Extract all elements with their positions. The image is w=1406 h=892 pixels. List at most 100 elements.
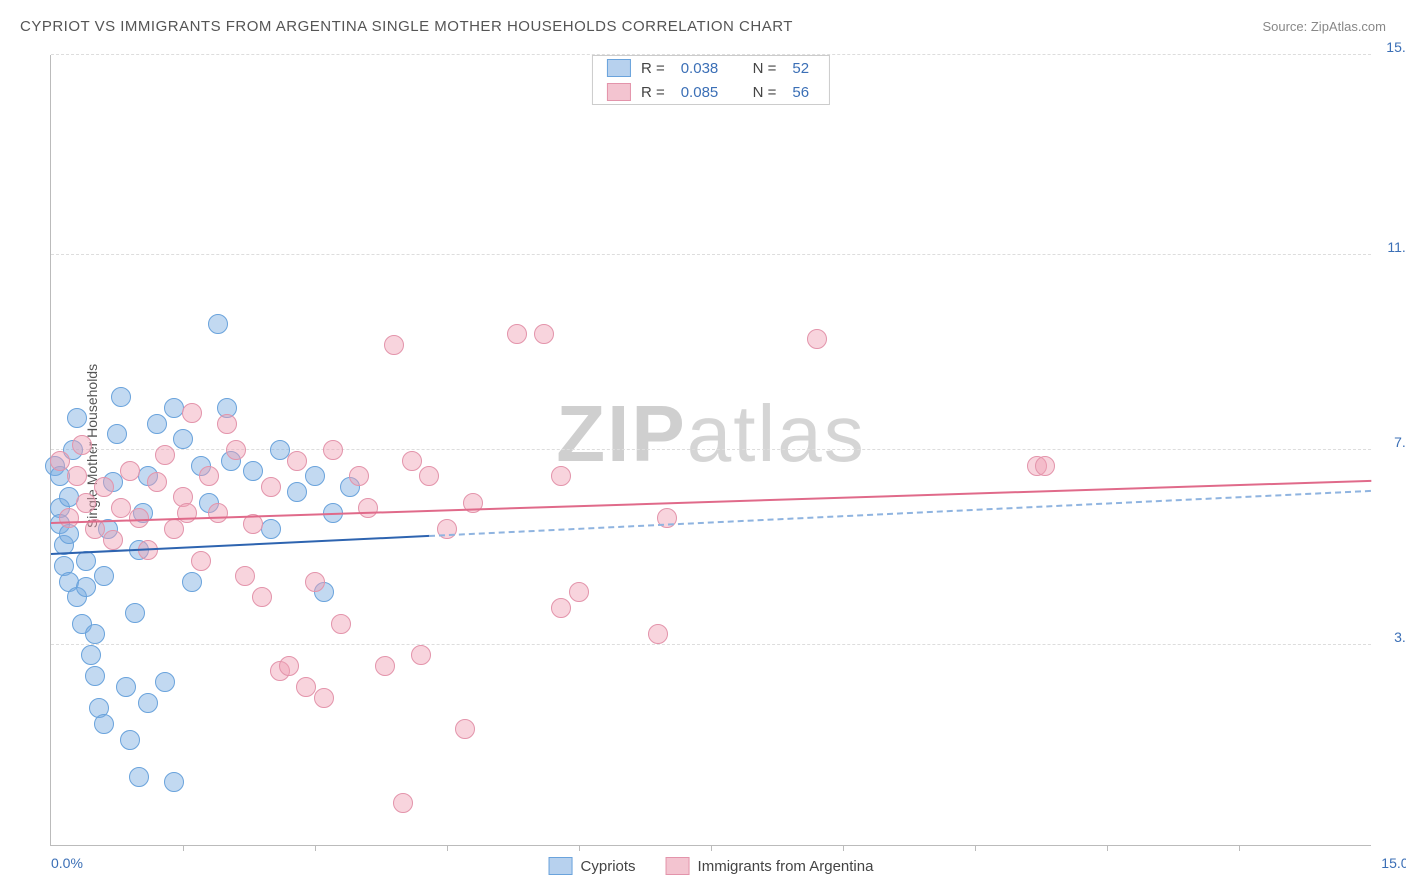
pink-point	[164, 519, 184, 539]
x-tick	[183, 845, 184, 851]
source-prefix: Source:	[1262, 19, 1310, 34]
blue-point	[182, 572, 202, 592]
pink-point	[331, 614, 351, 634]
pink-point	[59, 508, 79, 528]
blue-point	[107, 424, 127, 444]
blue-point	[120, 730, 140, 750]
blue-point	[67, 408, 87, 428]
pink-point	[569, 582, 589, 602]
blue-point	[243, 461, 263, 481]
pink-point	[1035, 456, 1055, 476]
chart-source: Source: ZipAtlas.com	[1262, 19, 1386, 34]
pink-point	[534, 324, 554, 344]
blue-point	[305, 466, 325, 486]
r-value-pink: 0.085	[681, 84, 719, 101]
pink-point	[411, 645, 431, 665]
legend-item-blue: Cypriots	[549, 857, 636, 875]
blue-point	[76, 577, 96, 597]
pink-point	[402, 451, 422, 471]
x-min-label: 0.0%	[51, 855, 83, 871]
legend-row-pink: R = 0.085 N = 56	[593, 80, 829, 104]
blue-point	[85, 624, 105, 644]
watermark: ZIPatlas	[556, 388, 865, 480]
swatch-pink	[666, 857, 690, 875]
y-tick-label: 3.8%	[1394, 629, 1406, 645]
blue-point	[261, 519, 281, 539]
r-label: R =	[641, 84, 665, 101]
r-label: R =	[641, 60, 665, 77]
pink-point	[287, 451, 307, 471]
pink-point	[177, 503, 197, 523]
y-tick-label: 7.5%	[1394, 434, 1406, 450]
blue-point	[173, 429, 193, 449]
pink-point	[261, 477, 281, 497]
pink-point	[349, 466, 369, 486]
pink-point	[393, 793, 413, 813]
blue-point	[129, 767, 149, 787]
pink-point	[94, 477, 114, 497]
pink-point	[67, 466, 87, 486]
x-max-label: 15.0%	[1381, 855, 1406, 871]
pink-point	[217, 414, 237, 434]
swatch-blue	[607, 59, 631, 77]
pink-point	[314, 688, 334, 708]
x-tick	[1107, 845, 1108, 851]
r-value-blue: 0.038	[681, 60, 719, 77]
pink-point	[76, 493, 96, 513]
pink-point	[305, 572, 325, 592]
blue-point	[138, 693, 158, 713]
x-tick	[975, 845, 976, 851]
pink-point	[147, 472, 167, 492]
swatch-pink	[607, 83, 631, 101]
pink-point	[226, 440, 246, 460]
swatch-blue	[549, 857, 573, 875]
legend-label-blue: Cypriots	[581, 858, 636, 875]
x-tick	[843, 845, 844, 851]
blue-point	[111, 387, 131, 407]
x-tick	[711, 845, 712, 851]
pink-point	[208, 503, 228, 523]
correlation-legend: R = 0.038 N = 52 R = 0.085 N = 56	[592, 55, 830, 105]
watermark-atlas: atlas	[687, 389, 866, 478]
pink-point	[103, 530, 123, 550]
x-tick	[315, 845, 316, 851]
pink-point	[72, 435, 92, 455]
n-value-blue: 52	[792, 60, 809, 77]
pink-point	[182, 403, 202, 423]
pink-point	[323, 440, 343, 460]
chart-header: CYPRIOT VS IMMIGRANTS FROM ARGENTINA SIN…	[20, 18, 1386, 35]
legend-row-blue: R = 0.038 N = 52	[593, 56, 829, 80]
pink-point	[375, 656, 395, 676]
gridline	[51, 254, 1371, 255]
pink-point	[358, 498, 378, 518]
blue-point	[85, 666, 105, 686]
pink-point	[648, 624, 668, 644]
y-tick-label: 11.2%	[1387, 239, 1406, 255]
pink-point	[120, 461, 140, 481]
trend-blue-dashed	[429, 490, 1371, 537]
pink-point	[455, 719, 475, 739]
series-legend: Cypriots Immigrants from Argentina	[549, 857, 874, 875]
blue-point	[81, 645, 101, 665]
x-tick	[447, 845, 448, 851]
blue-point	[147, 414, 167, 434]
pink-point	[235, 566, 255, 586]
n-value-pink: 56	[792, 84, 809, 101]
x-tick	[579, 845, 580, 851]
blue-point	[155, 672, 175, 692]
pink-point	[279, 656, 299, 676]
chart-title: CYPRIOT VS IMMIGRANTS FROM ARGENTINA SIN…	[20, 18, 793, 35]
gridline	[51, 449, 1371, 450]
pink-point	[551, 466, 571, 486]
watermark-zip: ZIP	[556, 389, 686, 478]
blue-point	[94, 714, 114, 734]
pink-point	[199, 466, 219, 486]
n-label: N =	[753, 84, 777, 101]
pink-point	[507, 324, 527, 344]
x-tick	[1239, 845, 1240, 851]
pink-point	[419, 466, 439, 486]
pink-point	[50, 451, 70, 471]
legend-label-pink: Immigrants from Argentina	[698, 858, 874, 875]
source-name: ZipAtlas.com	[1311, 19, 1386, 34]
blue-point	[208, 314, 228, 334]
